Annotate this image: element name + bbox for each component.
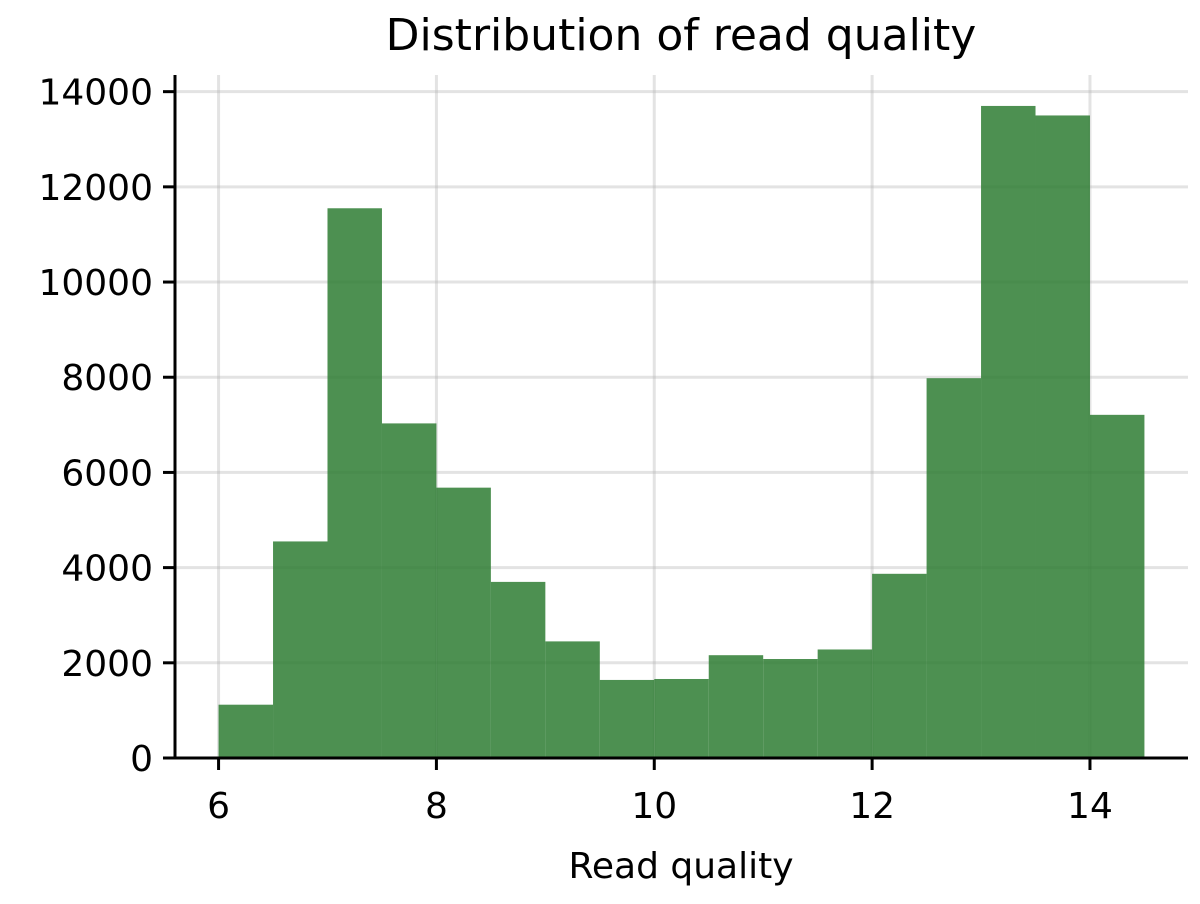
y-tick-label: 8000 (61, 358, 153, 399)
histogram-bar (381, 423, 437, 758)
histogram-bar (599, 679, 655, 758)
histogram-bar (926, 378, 982, 758)
histogram-bar (545, 641, 600, 758)
histogram-bar (490, 581, 546, 758)
y-tick-label: 6000 (61, 453, 153, 494)
axes (173, 75, 1188, 760)
x-tick-label: 14 (1067, 786, 1113, 827)
x-tick-label: 10 (631, 786, 677, 827)
y-tick-label: 12000 (38, 168, 153, 209)
x-tick-label: 6 (207, 786, 230, 827)
x-tick-label: 12 (849, 786, 895, 827)
x-axis-ticks: 6 8 10 12 14 (207, 758, 1113, 827)
y-tick-label: 10000 (38, 263, 153, 304)
histogram-bar (981, 105, 1036, 759)
histogram-bar (1089, 414, 1145, 758)
histogram-bar (218, 704, 274, 758)
histogram-bar (654, 678, 709, 758)
histogram-bar (817, 649, 873, 758)
y-tick-label: 4000 (61, 549, 153, 590)
histogram-bars (218, 105, 1145, 759)
x-tick-label: 8 (425, 786, 448, 827)
histogram-bar (872, 573, 927, 758)
histogram-bar (436, 487, 491, 758)
histogram-bar (763, 659, 818, 758)
y-axis-ticks: 0 2000 4000 6000 8000 10000 12000 14000 (38, 73, 175, 780)
y-tick-label: 2000 (61, 644, 153, 685)
histogram-bar (1035, 115, 1090, 759)
chart-title: Distribution of read quality (386, 10, 977, 61)
y-tick-label: 0 (130, 739, 153, 780)
histogram-bar (273, 541, 328, 758)
y-tick-label: 14000 (38, 73, 153, 114)
histogram-bar (708, 655, 764, 758)
histogram-bar (327, 208, 382, 758)
x-axis-label: Read quality (568, 846, 793, 887)
